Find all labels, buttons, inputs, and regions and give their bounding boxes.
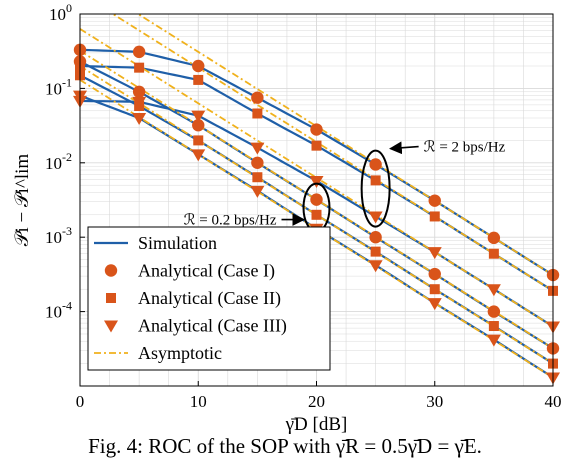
legend-label-case-iii: Analytical (Case III) xyxy=(138,316,287,337)
annotations: ℛ = 2 bps/Hz ℛ = 0.2 bps/Hz xyxy=(184,140,506,233)
y-tick-label: 10-4 xyxy=(45,299,72,322)
x-tick-label: 0 xyxy=(76,392,85,411)
legend-label-case-i: Analytical (Case I) xyxy=(138,261,275,282)
x-tick-label: 30 xyxy=(426,392,443,411)
marker-circle-0.2bpsHz xyxy=(310,193,323,206)
marker-circle-0.2bpsHz xyxy=(428,267,441,281)
asymptotic-line-circle-2bpsHz xyxy=(136,14,553,276)
y-tick-label: 100 xyxy=(49,1,72,24)
marker-square-0.2bpsHz xyxy=(311,209,322,220)
asymptotic-line-triangle-2bpsHz xyxy=(80,28,553,328)
legend-label-case-ii: Analytical (Case II) xyxy=(138,288,281,309)
marker-triangle-0.2bpsHz xyxy=(427,298,442,311)
legend-swatch-square xyxy=(106,293,116,303)
marker-square-0.2bpsHz xyxy=(488,321,499,332)
marker-square-2bpsHz xyxy=(193,74,204,85)
marker-circle-0.2bpsHz xyxy=(487,305,501,318)
legend-box xyxy=(87,226,331,371)
marker-square-0.2bpsHz xyxy=(370,246,381,257)
y-axis-label: 𝒫i − 𝒫i^lim xyxy=(12,154,33,247)
y-tick-label: 10-1 xyxy=(45,75,72,98)
marker-triangle-0.2bpsHz xyxy=(250,185,265,198)
marker-square-0.2bpsHz xyxy=(429,284,440,295)
y-tick-label: 10-3 xyxy=(45,224,72,247)
asymptotic-line-triangle-0.2bpsHz xyxy=(80,79,553,379)
marker-circle-0.2bpsHz xyxy=(132,85,146,99)
marker-triangle-0.2bpsHz xyxy=(191,149,206,162)
marker-circle-2bpsHz xyxy=(428,194,441,207)
marker-circle-2bpsHz xyxy=(251,91,264,104)
y-tick-label: 10-2 xyxy=(45,150,72,173)
data-markers xyxy=(73,43,560,385)
asymptotic-line-square-0.2bpsHz xyxy=(80,65,553,365)
marker-square-2bpsHz xyxy=(311,140,322,151)
legend-label-simulation: Simulation xyxy=(138,233,217,253)
marker-square-2bpsHz xyxy=(429,211,440,222)
annotation-arrow-2bps xyxy=(389,141,419,155)
marker-circle-0.2bpsHz xyxy=(192,119,205,132)
marker-circle-0.2bpsHz xyxy=(251,156,264,169)
x-axis-label: γ̄D [dB] xyxy=(285,414,348,434)
marker-square-0.2bpsHz xyxy=(193,135,204,146)
marker-circle-2bpsHz xyxy=(310,123,323,136)
annotation-0.2bps-label: ℛ = 0.2 bps/Hz xyxy=(184,213,277,229)
figure-caption: Fig. 4: ROC of the SOP with γ̄R = 0.5γ̄D… xyxy=(88,434,482,458)
plot-frame xyxy=(79,13,554,387)
marker-triangle-0.2bpsHz xyxy=(368,260,383,273)
legend: Simulation Analytical (Case I) Analytica… xyxy=(87,226,331,371)
marker-circle-2bpsHz xyxy=(132,45,146,59)
marker-triangle-0.2bpsHz xyxy=(486,334,501,347)
marker-square-2bpsHz xyxy=(370,175,381,186)
annotation-2bps-label: ℛ = 2 bps/Hz xyxy=(424,140,506,156)
marker-triangle-2bpsHz xyxy=(368,211,383,224)
x-tick-label: 40 xyxy=(545,392,562,411)
marker-circle-2bpsHz xyxy=(369,158,382,171)
marker-square-2bpsHz xyxy=(252,108,263,119)
marker-triangle-2bpsHz xyxy=(191,110,206,123)
x-tick-label: 10 xyxy=(190,392,207,411)
asymptotic-line-circle-0.2bpsHz xyxy=(80,50,553,350)
legend-label-asymptotic: Asymptotic xyxy=(138,343,222,363)
marker-triangle-2bpsHz xyxy=(250,142,265,155)
marker-square-2bpsHz xyxy=(134,62,145,73)
marker-triangle-2bpsHz xyxy=(309,175,324,188)
asymptotic-line-square-2bpsHz xyxy=(111,14,553,292)
marker-square-2bpsHz xyxy=(488,248,499,259)
marker-circle-0.2bpsHz xyxy=(369,231,382,244)
marker-triangle-0.2bpsHz xyxy=(132,113,147,126)
annotation-ellipse-2bps xyxy=(360,149,391,228)
legend-swatch-triangle xyxy=(104,320,118,333)
marker-triangle-2bpsHz xyxy=(427,247,442,260)
x-tick-label: 20 xyxy=(308,392,325,411)
sop-chart: 0 10 20 30 40 100 10-1 10-2 10-3 10-4 ℛ = 2 bps/H… xyxy=(12,1,562,434)
marker-square-0.2bpsHz xyxy=(134,101,145,112)
marker-triangle-2bpsHz xyxy=(486,284,501,297)
legend-swatch-circle xyxy=(104,264,118,277)
marker-circle-2bpsHz xyxy=(487,231,501,245)
marker-square-0.2bpsHz xyxy=(252,172,263,183)
marker-circle-2bpsHz xyxy=(192,59,205,73)
